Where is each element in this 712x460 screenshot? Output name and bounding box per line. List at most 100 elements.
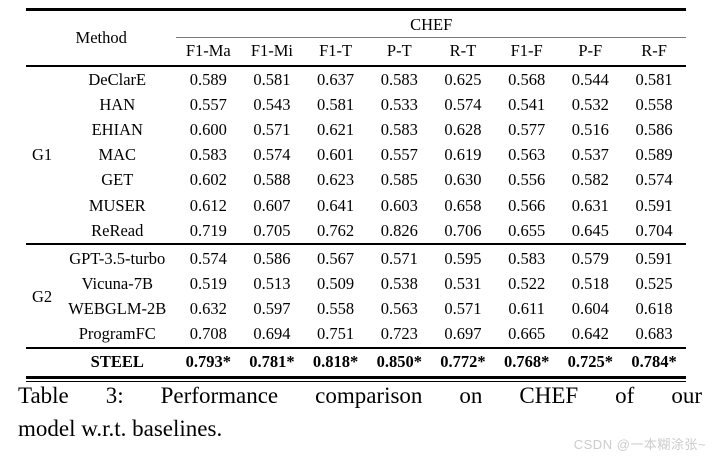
caption-line-2: model w.r.t. baselines. [18, 415, 223, 441]
metric-value: 0.630 [444, 170, 482, 190]
metric-value: 0.645 [571, 220, 609, 240]
metric-value: 0.544 [571, 69, 609, 89]
method-name: GET [101, 170, 134, 190]
metric-value: 0.602 [189, 170, 227, 190]
metric-value: 0.597 [253, 299, 291, 319]
metric-value: 0.589 [189, 69, 227, 89]
metric-value: 0.632 [189, 299, 227, 319]
metric-value: 0.641 [317, 195, 355, 215]
metric-value: 0.581 [635, 69, 673, 89]
metric-value: 0.631 [571, 195, 609, 215]
metric-value: 0.522 [508, 274, 546, 293]
table-row: MAC 0.583 0.574 0.601 0.557 0.619 0.563 0.537 0.… [26, 143, 686, 168]
metric-value: 0.793* [176, 346, 241, 376]
metric-value: 0.595 [431, 243, 495, 272]
metric-column-header: F1-T [303, 37, 368, 67]
metric-value: 0.655 [508, 220, 546, 240]
metric-value: 0.600 [189, 119, 227, 139]
metric-value: 0.586 [635, 119, 673, 139]
table-row: WEBGLM-2B 0.632 0.597 0.558 0.563 0.571 0.611 0… [26, 297, 686, 322]
metric-value: 0.665 [508, 324, 546, 344]
metric-value: 0.579 [558, 243, 623, 272]
metric-value: 0.586 [240, 243, 304, 272]
metric-column-header: P-F [558, 37, 623, 67]
metric-value: 0.516 [571, 119, 609, 139]
table-body: G1 DeClarE 0.589 0.581 0.637 0.583 0.625 0.568 0… [26, 66, 686, 376]
group-label: G2 [26, 243, 59, 348]
metric-value: 0.683 [635, 324, 673, 344]
method-column-header: Method [26, 9, 177, 67]
method-name: STEEL [58, 346, 177, 376]
table-row: ReRead 0.719 0.705 0.762 0.826 0.706 0.655 0.64… [26, 218, 686, 244]
metric-value: 0.762 [317, 220, 355, 240]
metric-value: 0.697 [444, 324, 482, 344]
method-name: GPT-3.5-turbo [58, 243, 177, 272]
metric-value: 0.571 [444, 299, 482, 319]
table-row: EHIAN 0.600 0.571 0.621 0.583 0.628 0.577 0.516… [26, 117, 686, 142]
metric-column-header: R-F [622, 37, 686, 67]
metric-value: 0.571 [253, 119, 291, 139]
table-row: ProgramFC 0.708 0.694 0.751 0.723 0.697 0.665 0… [26, 322, 686, 348]
method-name: WEBGLM-2B [68, 299, 167, 319]
metric-value: 0.568 [508, 69, 546, 89]
metric-value: 0.557 [189, 94, 227, 114]
method-name: Vicuna-7B [81, 274, 153, 293]
caption-line-1: Table 3: Performance comparison on CHEF … [18, 383, 702, 408]
metric-value: 0.563 [380, 299, 418, 319]
metric-value: 0.533 [380, 94, 418, 114]
table-row: MUSER 0.612 0.607 0.641 0.603 0.658 0.566 0.631… [26, 193, 686, 218]
table-row: Vicuna-7B 0.519 0.513 0.509 0.538 0.531 0.522 0… [26, 271, 686, 296]
table-caption: Table 3: Performance comparison on CHEF … [18, 380, 702, 446]
metric-value: 0.725* [558, 346, 623, 376]
method-name: ReRead [91, 220, 144, 240]
metric-value: 0.619 [444, 145, 482, 165]
metric-value: 0.708 [189, 324, 227, 344]
metric-value: 0.768* [494, 346, 559, 376]
metric-value: 0.706 [444, 220, 482, 240]
bottom-rule-thick [26, 375, 686, 379]
table-row: GET 0.602 0.588 0.623 0.585 0.630 0.556 0.582 0.… [26, 168, 686, 193]
results-table: Method CHEF F1-Ma F1-Mi F1-T P-T R-T F1-F P-F R… [26, 8, 686, 376]
metric-value: 0.607 [253, 195, 291, 215]
metric-value: 0.588 [253, 170, 291, 190]
metric-value: 0.538 [380, 274, 418, 293]
metric-value: 0.612 [189, 195, 227, 215]
method-name: EHIAN [91, 119, 143, 139]
metric-value: 0.705 [253, 220, 291, 240]
metric-value: 0.537 [571, 145, 609, 165]
metric-value: 0.583 [380, 119, 418, 139]
metric-value: 0.563 [508, 145, 546, 165]
metric-value: 0.509 [317, 274, 355, 293]
metric-value: 0.574 [253, 145, 291, 165]
metric-value: 0.556 [508, 170, 546, 190]
csdn-watermark: CSDN @一本糊涂张~ [573, 437, 706, 452]
metric-column-header: F1-Ma [176, 37, 241, 67]
metric-column-header: F1-Mi [240, 37, 304, 67]
group-label-empty [26, 346, 59, 376]
metric-column-header: F1-F [494, 37, 559, 67]
metric-value: 0.589 [635, 145, 673, 165]
method-name: MAC [98, 145, 137, 165]
metric-value: 0.577 [508, 119, 546, 139]
metric-value: 0.628 [444, 119, 482, 139]
metric-value: 0.582 [571, 170, 609, 190]
metric-value: 0.574 [635, 170, 673, 190]
metric-value: 0.567 [303, 243, 368, 272]
method-name: MUSER [88, 195, 146, 215]
metric-value: 0.658 [444, 195, 482, 215]
table-header: Method CHEF F1-Ma F1-Mi F1-T P-T R-T F1-F P-F R… [26, 9, 686, 67]
metric-value: 0.581 [317, 94, 355, 114]
metric-value: 0.518 [571, 274, 609, 293]
metric-value: 0.571 [367, 243, 432, 272]
metric-value: 0.591 [622, 243, 686, 272]
metric-value: 0.618 [635, 299, 673, 319]
metric-value: 0.781* [240, 346, 304, 376]
metric-value: 0.850* [367, 346, 432, 376]
metric-value: 0.642 [571, 324, 609, 344]
bottom-rule-thin [26, 380, 686, 382]
metric-column-header: P-T [367, 37, 432, 67]
metric-value: 0.621 [317, 119, 355, 139]
metric-value: 0.583 [494, 243, 559, 272]
metric-value: 0.818* [303, 346, 368, 376]
metric-value: 0.604 [571, 299, 609, 319]
